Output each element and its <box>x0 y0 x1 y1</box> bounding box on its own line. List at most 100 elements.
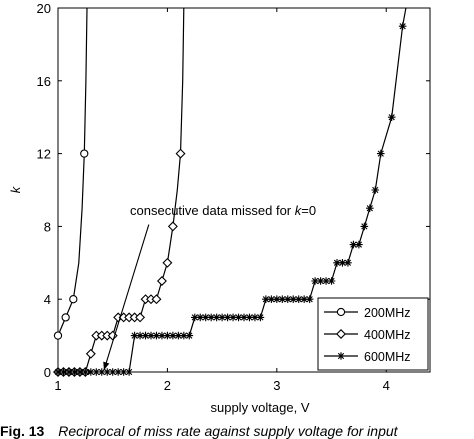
data-point-600mhz <box>136 331 144 340</box>
annotation-text: consecutive data missed for k=0 <box>130 203 316 218</box>
data-point-600mhz <box>130 331 139 340</box>
data-point-600mhz <box>59 368 68 376</box>
data-point-600mhz <box>103 368 112 376</box>
legend-label-200mhz: 200MHz <box>364 306 411 320</box>
x-tick-label: 4 <box>383 378 390 393</box>
plot-area <box>57 7 431 373</box>
data-point-600mhz <box>169 331 177 340</box>
y-tick-label: 8 <box>44 219 51 234</box>
annotation-text-var: k <box>295 203 303 218</box>
plot-frame <box>57 7 431 373</box>
data-point-600mhz <box>114 368 122 376</box>
data-point-600mhz <box>174 331 183 340</box>
data-point-600mhz <box>344 259 352 267</box>
data-point-600mhz <box>141 331 150 340</box>
y-axis-label: k <box>8 185 23 193</box>
data-point-400mhz <box>156 276 167 286</box>
series-line-200mhz <box>58 8 88 336</box>
x-tick-label: 2 <box>164 378 171 393</box>
data-point-600mhz <box>108 368 117 376</box>
legend-label-400mhz: 400MHz <box>364 328 411 342</box>
data-point-600mhz <box>245 313 254 322</box>
data-point-600mhz <box>201 313 210 322</box>
data-point-600mhz <box>262 295 270 303</box>
data-point-600mhz <box>97 368 106 376</box>
data-point-600mhz <box>158 331 166 340</box>
legend-marker-400mhz <box>336 329 346 339</box>
data-point-600mhz <box>311 277 319 285</box>
data-point-400mhz <box>85 348 96 359</box>
data-point-600mhz <box>76 368 84 376</box>
x-tick-label: 1 <box>54 378 61 393</box>
data-point-600mhz <box>256 313 265 322</box>
y-tick-label: 4 <box>44 292 51 307</box>
data-point-600mhz <box>223 313 232 322</box>
series-markers-200mhz <box>53 149 89 340</box>
data-point-600mhz <box>92 368 101 376</box>
data-point-600mhz <box>327 277 336 285</box>
series-markers-400mhz <box>53 148 186 377</box>
data-point-600mhz <box>387 113 396 121</box>
data-point-400mhz <box>175 148 186 159</box>
data-point-600mhz <box>376 149 385 158</box>
data-point-200mhz <box>69 295 78 304</box>
data-point-600mhz <box>240 313 248 322</box>
data-point-200mhz <box>53 331 63 340</box>
data-point-600mhz <box>398 22 407 30</box>
annotation-text-suffix: =0 <box>301 203 316 218</box>
data-point-600mhz <box>119 368 128 376</box>
series-layer <box>53 8 407 377</box>
data-point-200mhz <box>80 149 89 158</box>
y-tick-label: 16 <box>37 74 51 89</box>
annotation-layer: consecutive data missed for k=0 <box>103 203 316 371</box>
legend: 200MHz 400MHz 600MHz <box>317 297 429 371</box>
legend-marker-200mhz <box>336 307 346 317</box>
figure-caption: Fig. 13 Reciprocal of miss rate against … <box>0 423 399 439</box>
data-point-600mhz <box>81 368 90 376</box>
data-point-400mhz <box>151 294 162 305</box>
caption-label: Fig. 13 <box>0 423 45 439</box>
data-point-600mhz <box>251 313 259 322</box>
data-point-600mhz <box>207 313 215 322</box>
y-tick-label: 12 <box>37 147 51 162</box>
data-point-600mhz <box>300 295 308 303</box>
data-point-600mhz <box>70 368 79 376</box>
y-tick-label: 20 <box>37 1 51 16</box>
data-point-600mhz <box>371 186 380 194</box>
data-point-600mhz <box>294 295 303 303</box>
data-point-400mhz <box>167 221 178 232</box>
annotation-arrow-head <box>103 361 110 371</box>
data-point-600mhz <box>355 240 363 249</box>
data-point-600mhz <box>65 368 73 376</box>
x-tick-label: 3 <box>273 378 280 393</box>
data-point-600mhz <box>333 259 341 267</box>
data-point-600mhz <box>212 313 221 322</box>
data-point-600mhz <box>316 277 325 285</box>
data-point-600mhz <box>229 313 237 322</box>
data-point-200mhz <box>61 313 70 322</box>
data-point-600mhz <box>338 259 347 267</box>
data-point-600mhz <box>322 277 330 285</box>
data-point-600mhz <box>289 295 298 303</box>
series-markers-600mhz <box>54 22 407 376</box>
data-point-600mhz <box>234 313 243 322</box>
data-point-600mhz <box>87 368 95 376</box>
caption-text: Reciprocal of miss rate against supply v… <box>58 423 398 439</box>
data-point-600mhz <box>152 331 161 340</box>
x-axis-label: supply voltage, V <box>210 400 309 415</box>
y-tick-label: 0 <box>44 365 51 380</box>
data-point-400mhz <box>162 257 173 268</box>
legend-marker-600mhz <box>337 352 345 360</box>
data-point-600mhz <box>163 331 172 340</box>
annotation-arrow-line <box>103 224 150 371</box>
data-point-600mhz <box>278 295 287 303</box>
data-point-600mhz <box>305 295 314 303</box>
data-point-600mhz <box>190 313 199 322</box>
data-point-600mhz <box>180 331 188 340</box>
data-point-600mhz <box>218 313 226 322</box>
data-point-600mhz <box>366 204 374 212</box>
annotation-text-prefix: consecutive data missed for <box>130 203 295 218</box>
legend-label-600mhz: 600MHz <box>364 350 411 364</box>
data-point-600mhz <box>273 295 281 303</box>
